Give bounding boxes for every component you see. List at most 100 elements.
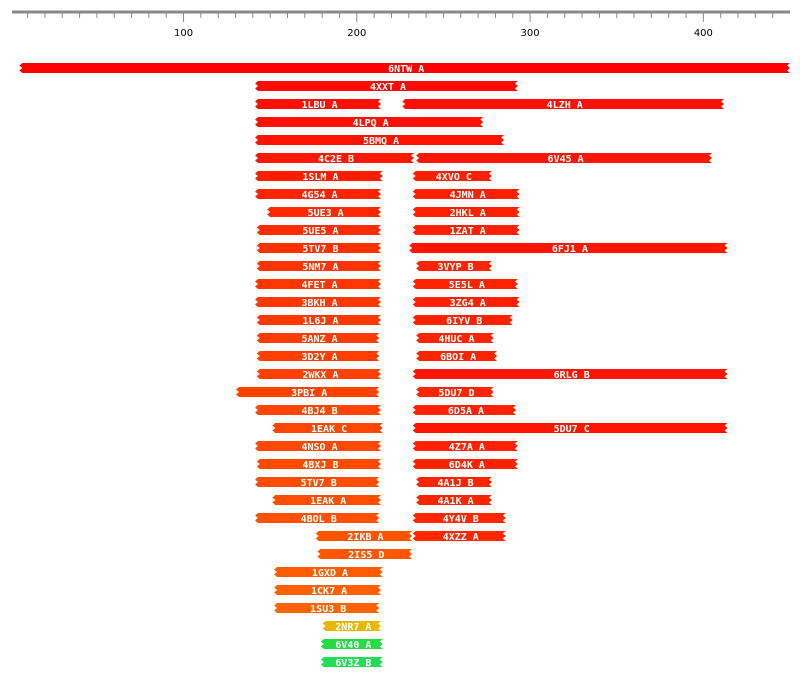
bar-label: 1EAK_A	[310, 496, 346, 507]
range-bar	[255, 99, 382, 109]
range-bar	[256, 333, 380, 343]
range-bar	[256, 315, 382, 325]
range-bar	[255, 189, 382, 199]
range-bar	[255, 117, 484, 127]
range-bar	[255, 81, 518, 91]
range-bar	[267, 207, 382, 217]
range-bar	[255, 279, 382, 289]
bar-label: 6D5A_A	[448, 406, 484, 417]
bar-label: 4FET_A	[301, 280, 337, 291]
range-bar	[416, 351, 498, 361]
range-bar	[416, 495, 492, 505]
range-bar	[235, 387, 380, 397]
range-bar	[320, 657, 383, 667]
range-bar	[412, 513, 506, 523]
bar-label: 2IS5_D	[348, 550, 384, 561]
range-bar	[412, 459, 518, 469]
bar-label: 4HUC_A	[438, 334, 474, 345]
range-bar	[255, 513, 380, 523]
range-bar	[255, 135, 505, 145]
range-bar	[412, 315, 513, 325]
range-bar	[272, 423, 383, 433]
bar-label: 1EAK_C	[311, 424, 347, 435]
bar-label: 6BOI_A	[440, 352, 476, 363]
range-bar	[412, 369, 728, 379]
range-bar	[412, 279, 518, 289]
bar-label: 6NTW_A	[388, 64, 424, 75]
range-bar	[320, 639, 383, 649]
range-bar	[412, 405, 517, 415]
bar-label: 1GXD_A	[312, 568, 348, 579]
bar-label: 4LPQ_A	[353, 118, 389, 129]
bar-label: 3VYP_B	[438, 262, 474, 273]
range-bar	[412, 171, 492, 181]
range-bar	[255, 405, 382, 415]
range-bar	[272, 495, 382, 505]
range-bar	[412, 297, 520, 307]
bar-label: 6IYV_B	[446, 316, 482, 327]
bar-label: 4XVO_C	[436, 172, 472, 183]
bar-label: 1SLM_A	[302, 172, 338, 183]
range-bar	[256, 369, 382, 379]
range-bar	[255, 297, 382, 307]
bar-label: 4G54_A	[301, 190, 337, 201]
bar-label: 4C2E_B	[318, 154, 354, 165]
bar-label: 3D2Y_A	[301, 352, 337, 363]
bar-label: 6FJ1_A	[552, 244, 588, 255]
bar-label: 5TV7_B	[302, 244, 338, 255]
range-bar	[416, 153, 713, 163]
range-bar	[412, 207, 520, 217]
range-bar	[255, 477, 380, 487]
range-bar	[256, 351, 380, 361]
range-bar	[416, 333, 494, 343]
x-tick-label: 200	[347, 28, 366, 39]
range-bar	[402, 99, 725, 109]
range-bar	[274, 585, 382, 595]
bar-label: 2WKX_A	[302, 370, 338, 381]
range-bar	[416, 477, 492, 487]
bar-label: 4LZH_A	[547, 100, 583, 111]
range-bar	[409, 243, 728, 253]
bar-label: 5E5L_A	[449, 280, 485, 291]
bar-label: 5DU7_D	[438, 388, 474, 399]
bar-label: 4BJ4_B	[301, 406, 337, 417]
range-bar	[412, 531, 506, 541]
range-bar	[255, 153, 414, 163]
bar-label: 5DU7_C	[554, 424, 590, 435]
bar-label: 1SU3_B	[310, 604, 346, 615]
bar-label: 1LBU_A	[301, 100, 337, 111]
range-bar	[322, 621, 382, 631]
range-bar	[274, 603, 380, 613]
range-bar	[255, 171, 383, 181]
range-bar	[315, 531, 413, 541]
bar-label: 4XXT_A	[370, 82, 406, 93]
range-bar	[256, 243, 382, 253]
bar-label: 6RLG_B	[554, 370, 590, 381]
range-bar	[19, 63, 791, 73]
bar-label: 4A1J_B	[438, 478, 474, 489]
bar-label: 1CK7_A	[311, 586, 347, 597]
bar-label: 2HKL_A	[450, 208, 486, 219]
range-bar	[274, 567, 383, 577]
range-bar	[416, 261, 492, 271]
bar-label: 4BOL_B	[301, 514, 337, 525]
range-bar	[412, 225, 520, 235]
bar-label: 5UE5_A	[302, 226, 338, 237]
range-bar	[412, 441, 518, 451]
bar-label: 6V40_A	[335, 640, 371, 651]
bar-label: 4JMN_A	[450, 190, 486, 201]
bar-label: 2IKB_A	[347, 532, 383, 543]
bar-label: 4NSO_A	[301, 442, 337, 453]
x-tick-label: 400	[694, 28, 713, 39]
bar-label: 5UE3_A	[308, 208, 344, 219]
bar-label: 6V3Z_B	[335, 658, 371, 669]
bar-label: 5ANZ_A	[301, 334, 337, 345]
range-bar	[416, 387, 494, 397]
range-bar	[317, 549, 413, 559]
bar-label: 4A1K_A	[438, 496, 474, 507]
bar-label: 4Z7A_A	[449, 442, 485, 453]
range-bar	[256, 459, 382, 469]
x-tick-label: 100	[174, 28, 193, 39]
bar-label: 6D4K_A	[449, 460, 485, 471]
